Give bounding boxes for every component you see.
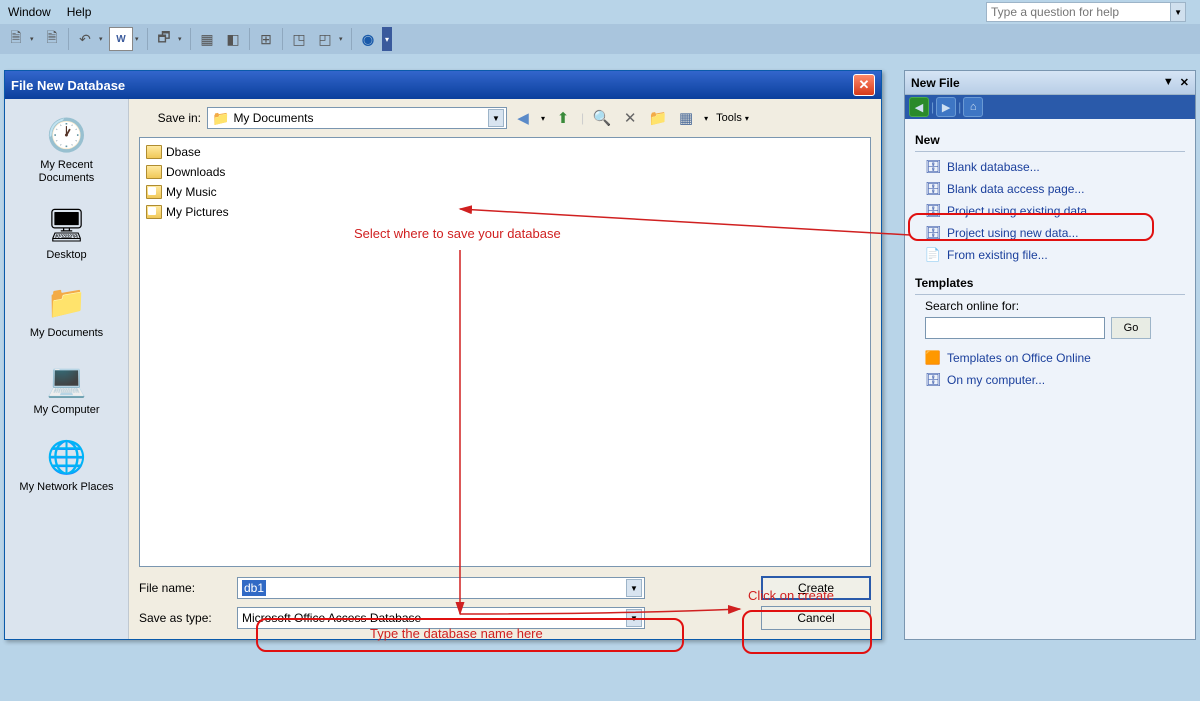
dialog-titlebar[interactable]: File New Database ✕ [5,71,881,99]
link-from-file[interactable]: 📄 From existing file... [915,244,1185,266]
folder-icon [146,145,162,159]
saveas-combo[interactable]: Microsoft Office Access Database ▼ [237,607,645,629]
link-on-computer[interactable]: 🗄 On my computer... [915,369,1185,391]
toolbar-btn-1[interactable]: 🗎 [4,27,28,51]
new-file-taskpane: New File ▼ ✕ ◀ | ▶ | ⌂ New 🗄 Blank datab… [904,70,1196,640]
help-search-box[interactable]: ▼ [986,2,1186,22]
filename-label: File name: [139,581,229,595]
taskpane-header[interactable]: New File ▼ ✕ [905,71,1195,95]
savein-dropdown-icon[interactable]: ▼ [488,109,504,127]
toolbar-btn-3[interactable]: 🗗 [152,27,176,51]
toolbar-btn-5[interactable]: ◧ [221,27,245,51]
help-dropdown-icon[interactable]: ▼ [1170,3,1185,21]
link-blank-dap[interactable]: 🗄 Blank data access page... [915,178,1185,200]
section-new: New [915,133,1185,147]
file-list[interactable]: Dbase Downloads My Music My Pictures [139,137,871,567]
list-item[interactable]: Dbase [146,142,864,162]
place-mycomputer[interactable]: 💻 My Computer [12,352,122,425]
places-bar: 🕐 My Recent Documents 🖥 Desktop 📁 My Doc… [5,99,129,639]
toolbar-btn-7[interactable]: ◳ [287,27,311,51]
tools-menu[interactable]: Tools ▾ [716,112,749,124]
taskpane-dropdown-icon[interactable]: ▼ [1163,76,1174,89]
list-item[interactable]: My Pictures [146,202,864,222]
link-office-online[interactable]: 🟧 Templates on Office Online [915,347,1185,369]
place-recent[interactable]: 🕐 My Recent Documents [12,107,122,193]
saveas-dropdown-icon[interactable]: ▼ [626,609,642,627]
office-icon: 🟧 [925,350,941,366]
filename-dropdown-icon[interactable]: ▼ [626,579,642,597]
help-search-input[interactable] [987,3,1170,21]
place-desktop[interactable]: 🖥 Desktop [12,197,122,270]
go-button[interactable]: Go [1111,317,1151,339]
cancel-button[interactable]: Cancel [761,606,871,630]
toolbar-btn-4[interactable]: ▦ [195,27,219,51]
list-item[interactable]: My Music [146,182,864,202]
savein-combo[interactable]: 📁 My Documents ▼ [207,107,507,129]
network-icon: 🌐 [47,437,87,477]
project-icon: 🗄 [925,203,941,219]
nav-forward-icon[interactable]: ▶ [936,97,956,117]
search-online-label: Search online for: [915,299,1185,313]
undo-icon[interactable]: ↶ [73,27,97,51]
file-icon: 📄 [925,247,941,263]
close-button[interactable]: ✕ [853,74,875,96]
project-icon: 🗄 [925,225,941,241]
mycomputer-icon: 💻 [47,360,87,400]
section-templates: Templates [915,276,1185,290]
menu-help[interactable]: Help [67,5,92,19]
newfolder-icon[interactable]: 📁 [648,108,668,128]
pictures-folder-icon [146,205,162,219]
saveas-label: Save as type: [139,611,229,625]
views-icon[interactable]: ▦ [676,108,696,128]
toolbar-btn-8[interactable]: ◰ [313,27,337,51]
link-project-new[interactable]: 🗄 Project using new data... [915,222,1185,244]
nav-back-icon[interactable]: ◀ [909,97,929,117]
toolbar-btn-word[interactable]: W [109,27,133,51]
nav-home-icon[interactable]: ⌂ [963,97,983,117]
savein-value: My Documents [233,111,313,125]
link-project-existing[interactable]: 🗄 Project using existing data... [915,200,1185,222]
folder-icon [146,165,162,179]
taskpane-nav: ◀ | ▶ | ⌂ [905,95,1195,119]
toolbar-btn-6[interactable]: ⊞ [254,27,278,51]
place-mydocs[interactable]: 📁 My Documents [12,275,122,348]
recent-docs-icon: 🕐 [47,115,87,155]
link-blank-database[interactable]: 🗄 Blank database... [915,156,1185,178]
savein-label: Save in: [139,111,201,125]
toolbar-more[interactable]: ▾ [382,27,392,51]
folder-icon: 📁 [212,110,229,127]
taskpane-close-icon[interactable]: ✕ [1180,76,1189,89]
help-icon[interactable]: ◉ [356,27,380,51]
file-new-database-dialog: File New Database ✕ 🕐 My Recent Document… [4,70,882,640]
back-icon[interactable]: ◀ [513,108,533,128]
delete-icon[interactable]: ✕ [620,108,640,128]
saveas-value: Microsoft Office Access Database [242,611,421,625]
dialog-title: File New Database [11,78,125,93]
up-icon[interactable]: ⬆ [553,108,573,128]
list-item[interactable]: Downloads [146,162,864,182]
search-icon[interactable]: 🔍 [592,108,612,128]
music-folder-icon [146,185,162,199]
computer-icon: 🗄 [925,372,941,388]
toolbar-btn-2[interactable]: 🗎 [40,27,64,51]
template-search-input[interactable] [925,317,1105,339]
toolbar: 🗎▾ 🗎 ↶▾ W▾ 🗗▾ ▦ ◧ ⊞ ◳ ◰▾ ◉ ▾ [0,24,1200,54]
filename-input[interactable]: db1 ▼ [237,577,645,599]
create-button[interactable]: Create [761,576,871,600]
desktop-icon: 🖥 [47,205,87,245]
place-network[interactable]: 🌐 My Network Places [12,429,122,502]
taskpane-title: New File [911,76,960,90]
menu-window[interactable]: Window [8,5,51,19]
db-icon: 🗄 [925,159,941,175]
page-icon: 🗄 [925,181,941,197]
mydocs-icon: 📁 [47,283,87,323]
filename-value: db1 [242,580,266,596]
